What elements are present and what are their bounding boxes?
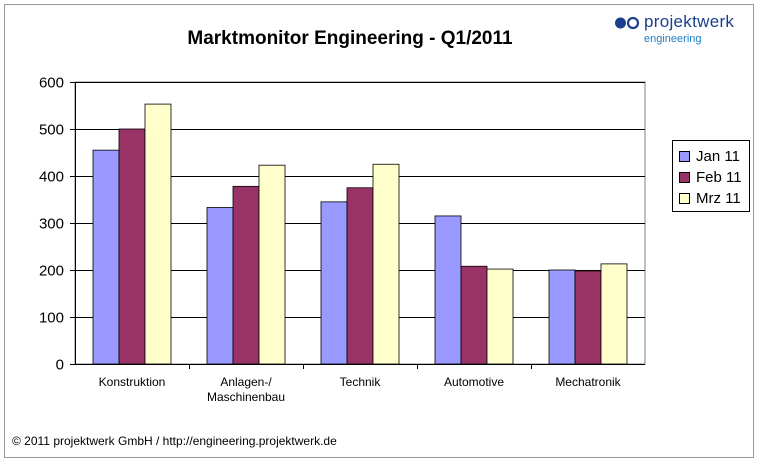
copyright-footer: © 2011 projektwerk GmbH / http://enginee… [12, 434, 337, 448]
bar [92, 149, 120, 365]
x-tick-label: Anlagen-/Maschinenbau [207, 375, 285, 404]
bar [232, 185, 260, 365]
bar [548, 269, 576, 365]
logo-name: projektwerk [644, 12, 735, 31]
y-tick-label: 500 [39, 122, 64, 139]
legend-swatch [679, 151, 690, 162]
bar [118, 128, 146, 365]
chart-legend: Jan 11 Feb 11 Mrz 11 [672, 140, 750, 212]
bar [434, 215, 462, 365]
bar [372, 163, 400, 365]
bar [206, 207, 234, 365]
y-tick-label: 200 [39, 263, 64, 280]
legend-label: Feb 11 [696, 169, 742, 186]
bar [460, 265, 488, 365]
bar [258, 164, 286, 365]
legend-item-jan: Jan 11 [679, 146, 749, 167]
legend-label: Mrz 11 [696, 190, 741, 207]
y-tick-label: 400 [39, 169, 64, 186]
projektwerk-logo: projektwerk engineering [614, 12, 754, 48]
bar [144, 103, 172, 365]
bar [600, 263, 628, 365]
bar [346, 187, 374, 365]
logo-dots-icon [615, 16, 640, 30]
x-tick-label: Automotive [444, 375, 504, 389]
bar [486, 268, 514, 365]
y-tick-label: 100 [39, 310, 64, 327]
legend-swatch [679, 193, 690, 204]
bar [574, 270, 602, 365]
legend-swatch [679, 172, 690, 183]
logo-subtitle: engineering [644, 33, 702, 45]
legend-item-mrz: Mrz 11 [679, 188, 749, 209]
bar [320, 201, 348, 365]
y-tick-label: 600 [39, 75, 64, 92]
legend-label: Jan 11 [696, 148, 740, 165]
y-tick-label: 0 [56, 357, 64, 374]
y-tick-label: 300 [39, 216, 64, 233]
x-tick-label: Mechatronik [555, 375, 621, 389]
x-tick-label: Technik [340, 375, 382, 389]
legend-item-feb: Feb 11 [679, 167, 749, 188]
chart-title: Marktmonitor Engineering - Q1/2011 [187, 28, 513, 49]
x-tick-label: Konstruktion [99, 375, 166, 389]
